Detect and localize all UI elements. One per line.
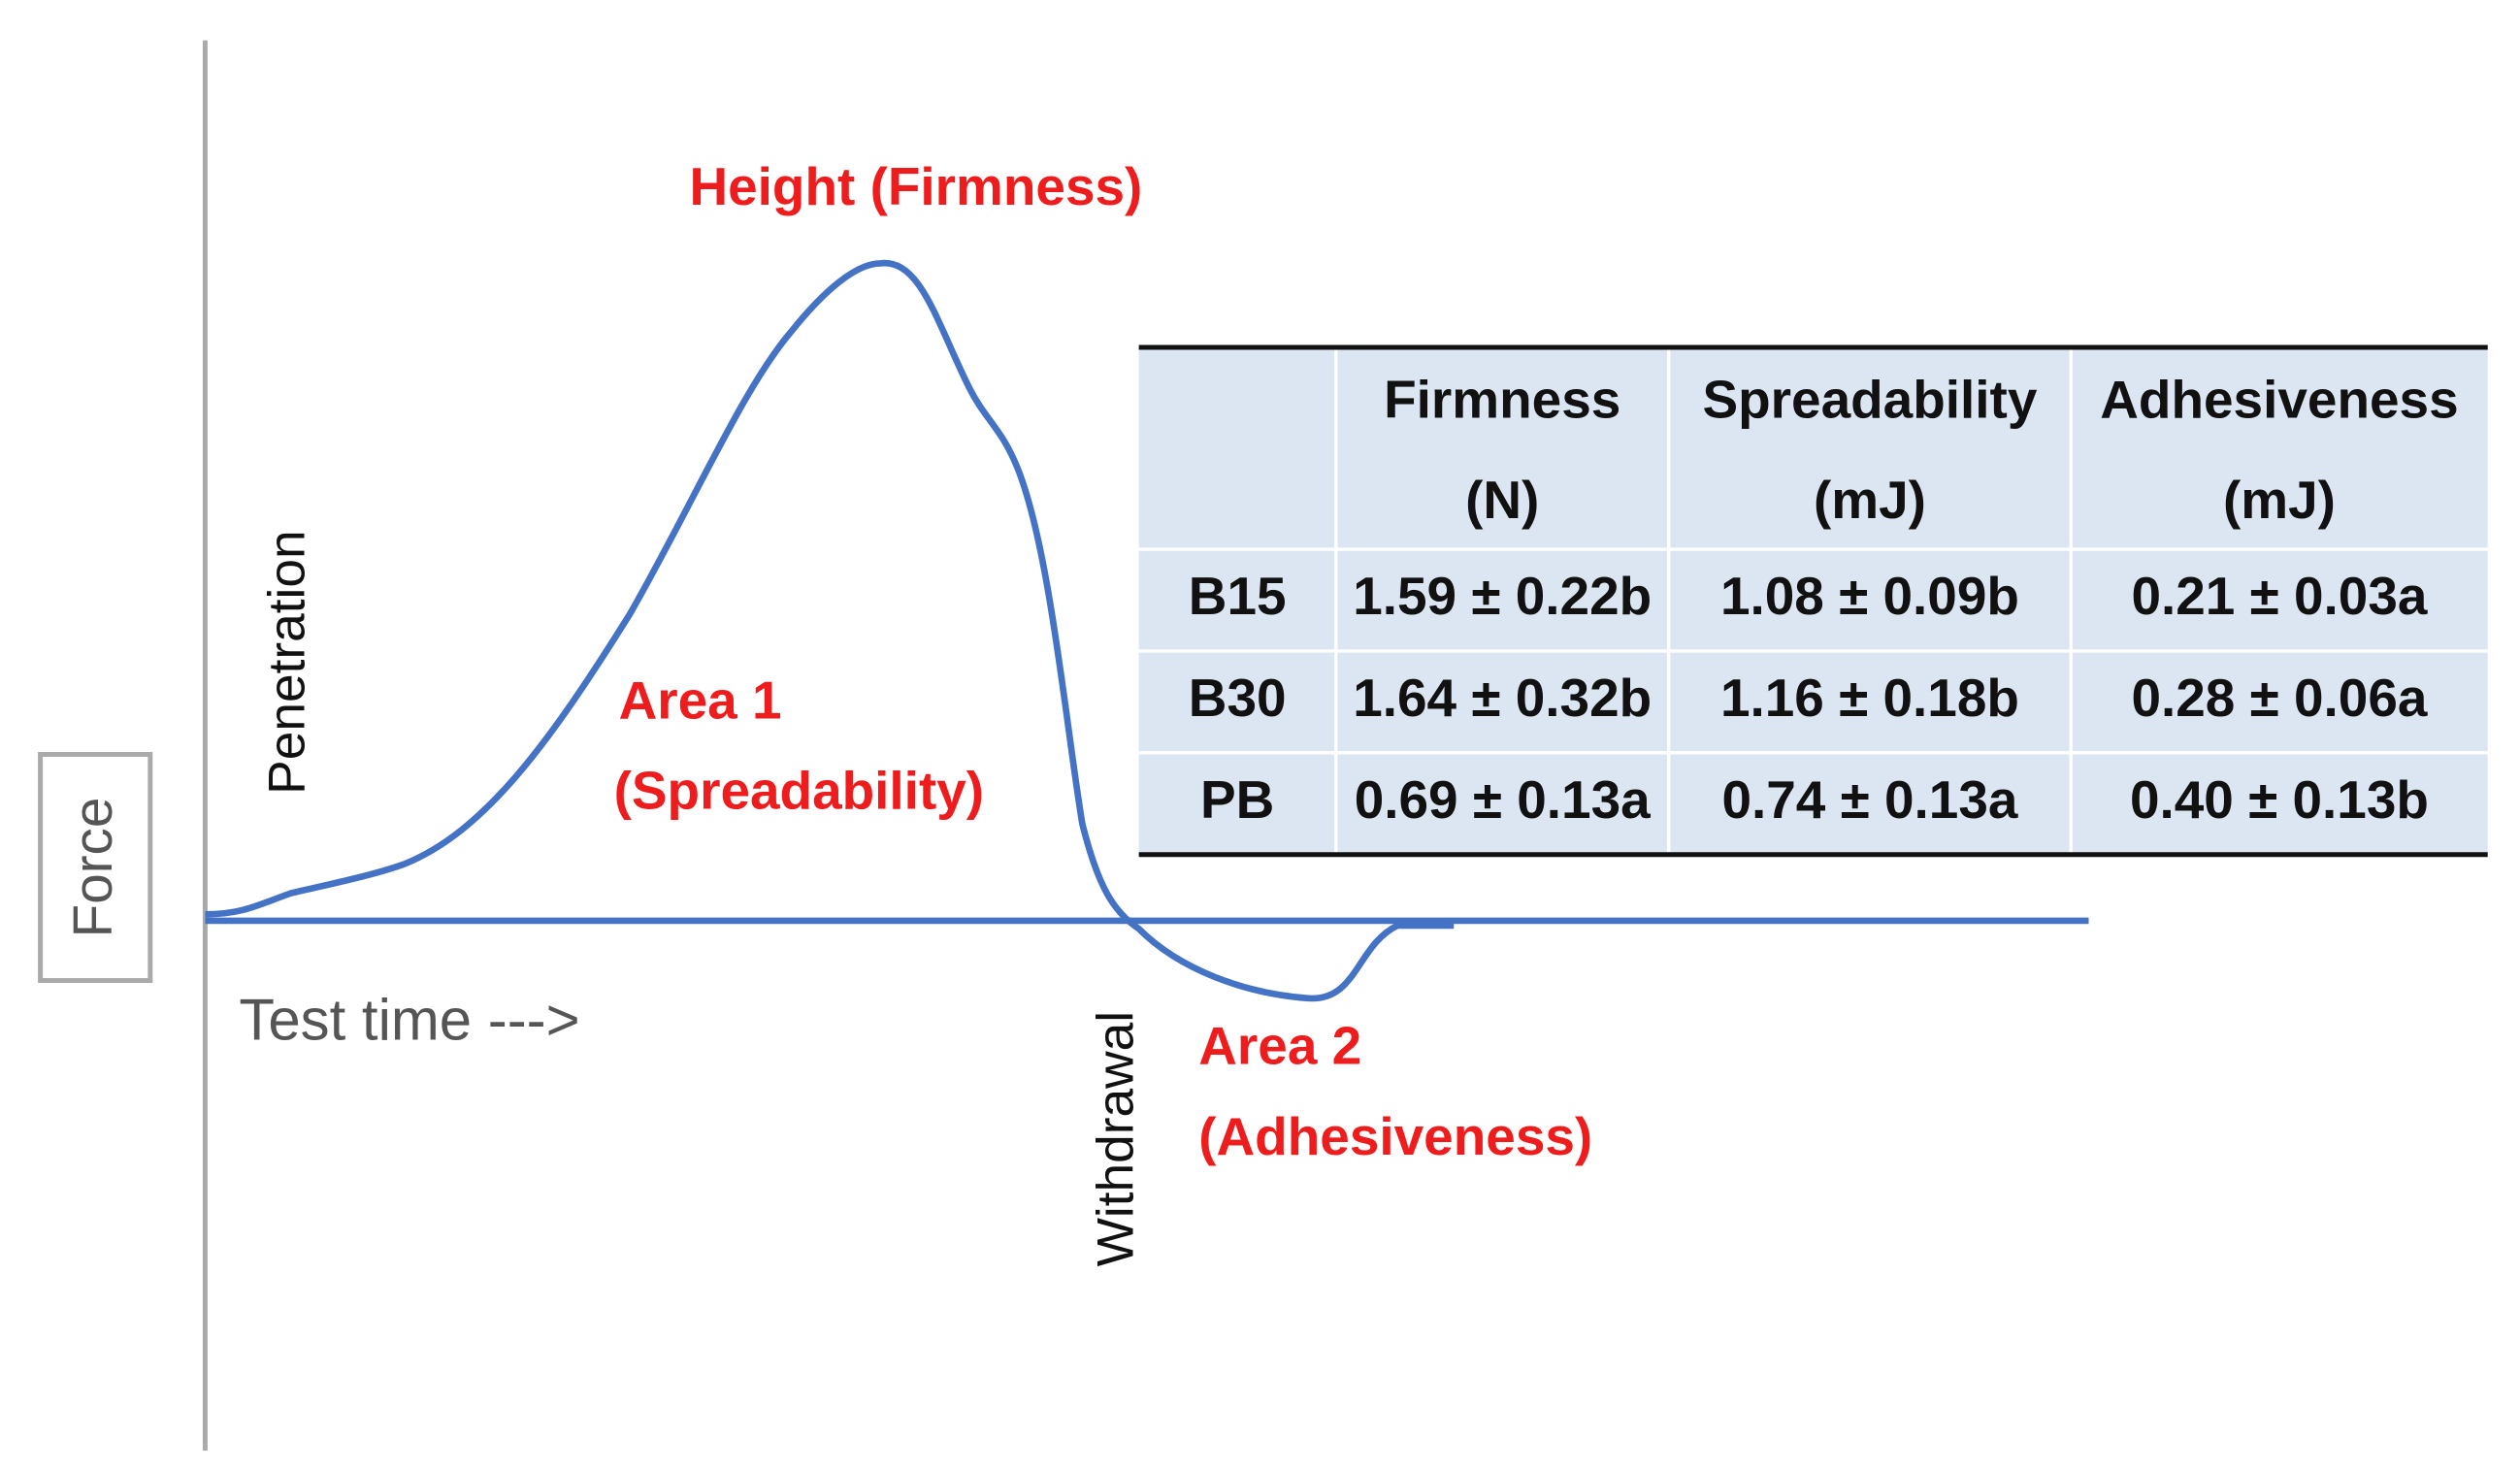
table-cell: 1.64 ± 0.32b	[1353, 668, 1652, 728]
table-cell: 1.59 ± 0.22b	[1353, 566, 1652, 626]
table-cell: 1.16 ± 0.18b	[1720, 668, 2019, 728]
y-label-box	[38, 751, 153, 984]
peak-label: Height (Firmness)	[689, 156, 1142, 216]
column-header: Adhesiveness	[2100, 370, 2458, 430]
table-cell: 0.21 ± 0.03a	[2131, 566, 2427, 626]
withdrawal-label: Withdrawal	[1088, 1011, 1145, 1266]
column-header: Firmness	[1384, 370, 1620, 430]
force-curve	[205, 260, 1455, 1002]
row-label: B30	[1189, 668, 1287, 728]
y-label: Force	[62, 798, 123, 938]
table-cell: 0.40 ± 0.13b	[2130, 769, 2429, 830]
penetration-label: Penetration	[259, 530, 316, 794]
area1-label: (Spreadability)	[614, 761, 984, 821]
column-unit: (N)	[1465, 470, 1539, 530]
results-table: Firmness (N) Spreadability (mJ) Adhesiveness…	[1138, 344, 2488, 858]
table-cell: 0.69 ± 0.13a	[1355, 769, 1651, 830]
column-header: Spreadability	[1702, 370, 2037, 430]
area2-label: Area 2	[1198, 1016, 1361, 1076]
area1-label: Area 1	[619, 670, 782, 730]
table-cell: 0.74 ± 0.13a	[1721, 769, 2017, 830]
table-background	[1138, 346, 2488, 855]
table-cell: 1.08 ± 0.09b	[1720, 566, 2019, 626]
column-unit: (mJ)	[1814, 470, 1926, 530]
x-label: Test time --->	[239, 987, 579, 1052]
row-label: B15	[1189, 566, 1287, 626]
row-label: PB	[1200, 769, 1274, 830]
table-cell: 0.28 ± 0.06a	[2131, 668, 2427, 728]
column-unit: (mJ)	[2223, 470, 2336, 530]
area2-label: (Adhesiveness)	[1198, 1106, 1592, 1166]
